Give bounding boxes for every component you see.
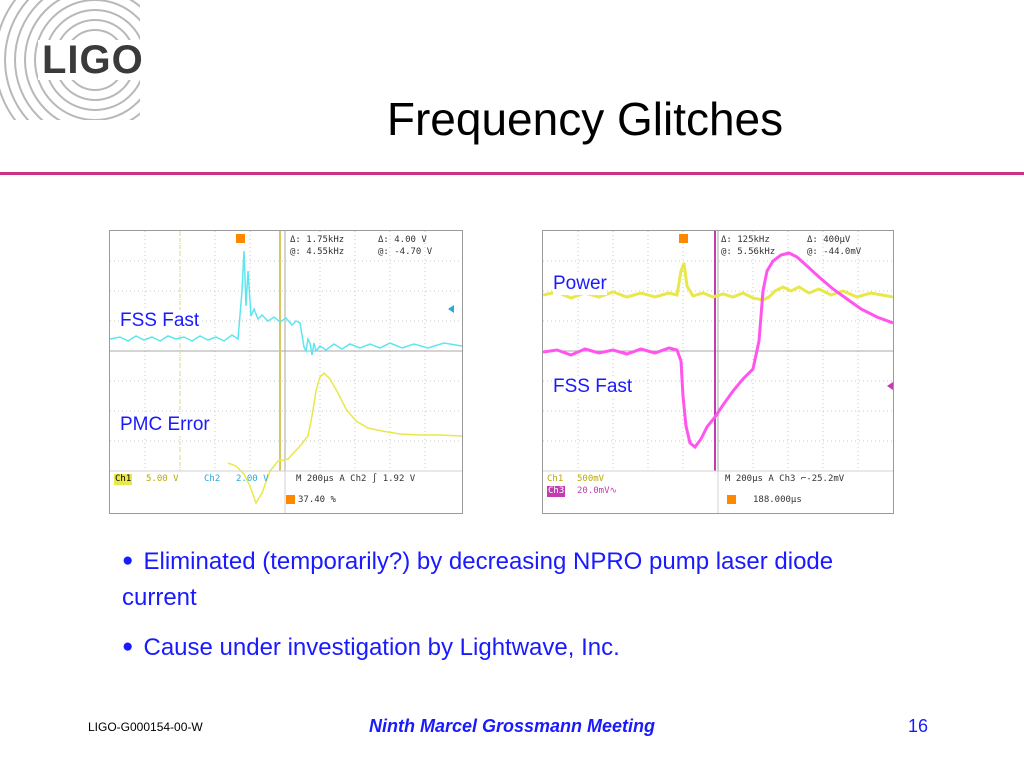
bullet-list: ● Eliminated (temporarily?) by decreasing… [122,545,912,683]
bullet-text: Cause under investigation by Lightwave, … [143,634,620,661]
label-pmc-error: PMC Error [120,414,210,436]
readout-at-freq: @: 5.56kHz [721,247,776,257]
label-power: Power [553,273,607,295]
readout-at-freq: @: 4.55kHz [290,247,345,257]
ch1-scale: 500mV [577,474,605,484]
readout-delta-freq: Δ: 125kHz [721,235,770,245]
scope-right-traces [543,231,893,513]
bullet-dot-icon: ● [122,636,134,657]
footer-doc-id: LIGO-G000154-00-W [88,720,203,734]
timebase-readout: M 200µs A Ch3 ⌐-25.2mV [725,474,845,484]
trigger-position: 188.000µs [753,495,802,505]
ligo-logo-icon [0,0,140,120]
ligo-logo-text: LIGO [42,38,144,82]
bullet-dot-icon: ● [122,550,134,571]
label-fss-fast: FSS Fast [120,310,200,332]
bullet-item: ● Eliminated (temporarily?) by decreasing… [122,545,912,615]
ch3-scale: 20.0mV∿ [577,486,618,496]
ch2-scale: 2.00 V [236,474,269,484]
readout-at-volt: @: -44.0mV [807,247,862,257]
scope-left-traces [110,231,462,513]
bullet-text: Eliminated (temporarily?) by decreasing … [122,548,834,611]
ch1-scale: 5.00 V [146,474,179,484]
bullet-item: ● Cause under investigation by Lightwave,… [122,631,912,667]
footer-meeting: Ninth Marcel Grossmann Meeting [368,716,656,736]
title-divider [0,172,1024,175]
ch2-tag: Ch2 [204,474,221,484]
readout-delta-volt: Δ: 4.00 V [378,235,427,245]
readout-delta-volt: Δ: 400µV [807,235,851,245]
ch1-tag: Ch1 [114,474,133,485]
timebase-readout: M 200µs A Ch2 ∫ 1.92 V [296,474,416,484]
ch3-tag: Ch3 [547,486,566,497]
trigger-position: 37.40 % [298,495,336,505]
slide-title: Frequency Glitches [386,93,784,145]
oscilloscope-right: Δ: 125kHz Δ: 400µV @: 5.56kHz @: -44.0mV… [542,230,894,514]
readout-at-volt: @: -4.70 V [378,247,433,257]
label-fss-fast: FSS Fast [553,376,633,398]
ch1-tag: Ch1 [547,474,564,484]
readout-delta-freq: Δ: 1.75kHz [290,235,345,245]
oscilloscope-left: Δ: 1.75kHz Δ: 4.00 V @: 4.55kHz @: -4.70… [109,230,463,514]
page-number: 16 [908,716,929,736]
